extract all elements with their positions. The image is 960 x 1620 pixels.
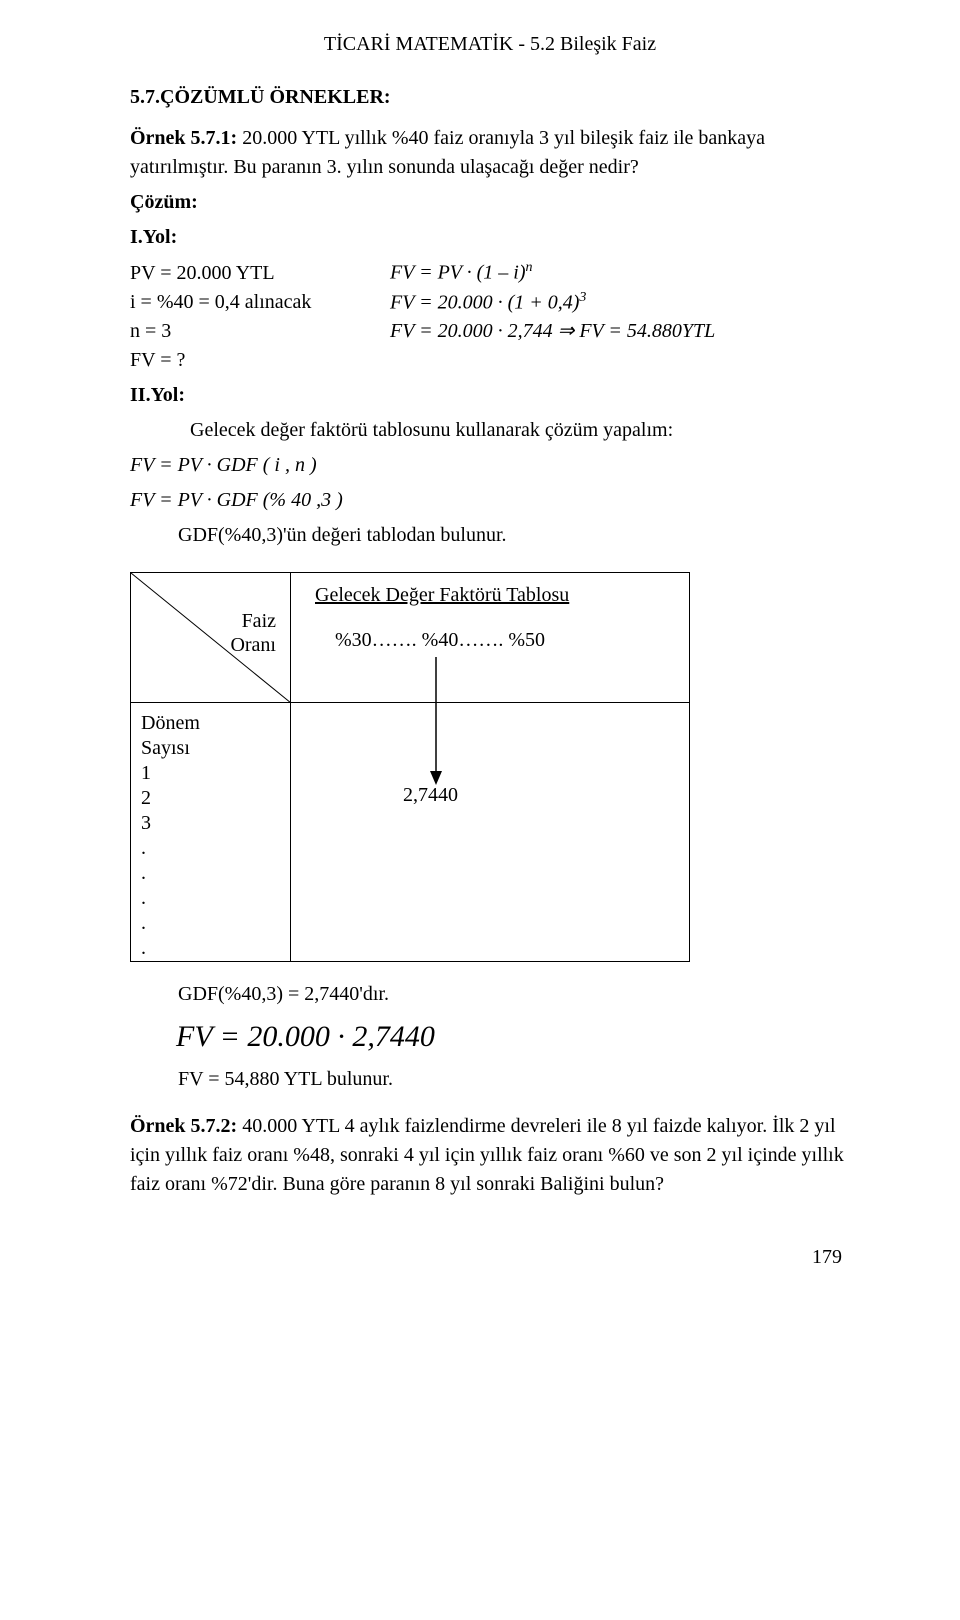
calc-block-1: PV = 20.000 YTL FV = PV · (1 – i)n i = %…	[130, 258, 850, 375]
gdf-line-1: FV = PV · GDF ( i , n )	[130, 451, 850, 480]
calc-left-fvq: FV = ?	[130, 346, 390, 375]
table-row: .	[141, 862, 146, 884]
table-value: 2,7440	[403, 781, 458, 810]
sayisi-label: Sayısı	[141, 737, 190, 759]
table-body-right: 2,7440	[291, 703, 689, 933]
gdf-table-title: Gelecek Değer Faktörü Tablosu	[315, 581, 689, 610]
gdf-line-2: FV = PV · GDF (% 40 ,3 )	[130, 486, 850, 515]
table-row: 2	[141, 787, 151, 809]
yol2-label: II.Yol:	[130, 381, 850, 410]
page-header: TİCARİ MATEMATİK - 5.2 Bileşik Faiz	[130, 30, 850, 59]
faiz-label: Faiz	[242, 610, 276, 632]
calc-left-pv: PV = 20.000 YTL	[130, 259, 390, 288]
table-row: .	[141, 887, 146, 909]
cozum-label: Çözüm:	[130, 188, 850, 217]
ex571-label: Örnek 5.7.1:	[130, 127, 237, 149]
big-fv-equation: FV = 20.000 · 2,7440	[176, 1015, 850, 1059]
table-header-left: Faiz Oranı	[131, 573, 290, 703]
page-number: 179	[130, 1243, 850, 1272]
table-header-right: Gelecek Değer Faktörü Tablosu %30……. %40…	[291, 573, 689, 703]
ex572-label: Örnek 5.7.2:	[130, 1115, 237, 1137]
yol1-label: I.Yol:	[130, 223, 850, 252]
percent-row: %30……. %40……. %50	[315, 626, 689, 655]
yol2-intro: Gelecek değer faktörü tablosunu kullanar…	[190, 416, 850, 445]
table-row: .	[141, 912, 146, 934]
calc-left-n: n = 3	[130, 317, 390, 346]
gdf-note: GDF(%40,3)'ün değeri tablodan bulunur.	[178, 521, 850, 550]
calc-right-fvpv: FV = PV · (1 – i)n	[390, 258, 850, 288]
table-row: 1	[141, 762, 151, 784]
ex572-text: 40.000 YTL 4 aylık faizlendirme devreler…	[130, 1115, 844, 1195]
table-row: .	[141, 937, 146, 959]
gdf-table: Faiz Oranı Dönem Sayısı 1 2 3 . . . . . …	[130, 572, 690, 962]
table-left-body: Dönem Sayısı 1 2 3 . . . . .	[131, 703, 290, 961]
orani-label: Oranı	[230, 634, 276, 656]
section-title: 5.7.ÇÖZÜMLÜ ÖRNEKLER:	[130, 83, 850, 112]
arrow-down-icon	[421, 657, 451, 797]
donem-label: Dönem	[141, 712, 200, 734]
calc-right-fvimp: FV = 20.000 · 2,744 ⇒ FV = 54.880YTL	[390, 317, 850, 346]
gdf-result: GDF(%40,3) = 2,7440'dır.	[178, 980, 850, 1009]
example-572: Örnek 5.7.2: 40.000 YTL 4 aylık faizlend…	[130, 1112, 850, 1199]
table-row: .	[141, 837, 146, 859]
calc-left-i: i = %40 = 0,4 alınacak	[130, 288, 390, 317]
table-row: 3	[141, 812, 151, 834]
calc-right-fv20: FV = 20.000 · (1 + 0,4)3	[390, 288, 850, 318]
fv-result: FV = 54,880 YTL bulunur.	[178, 1065, 850, 1094]
example-571: Örnek 5.7.1: 20.000 YTL yıllık %40 faiz …	[130, 124, 850, 182]
